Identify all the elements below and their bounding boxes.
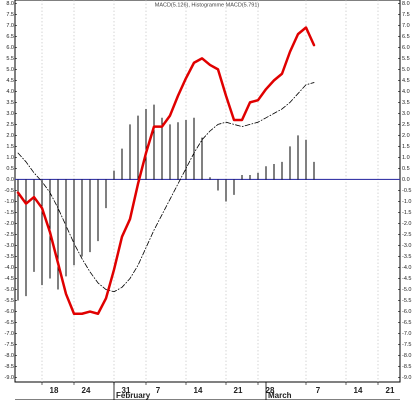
y-tick-label-right: -4.5	[402, 276, 411, 282]
y-tick-label: 7.5	[6, 12, 14, 18]
y-tick-label-right: 0.0	[402, 177, 410, 183]
x-tick-label: 7	[156, 386, 161, 395]
y-tick-label: -5.0	[5, 287, 14, 293]
y-tick-label: -7.0	[5, 331, 14, 337]
y-tick-label: 4.5	[6, 78, 14, 84]
y-tick-label-right: 5.5	[402, 56, 410, 62]
y-tick-label-right: -4.0	[402, 265, 411, 271]
y-tick-label: 3.5	[6, 100, 14, 106]
x-tick-label: 24	[82, 386, 91, 395]
x-tick-label: 18	[50, 386, 59, 395]
y-tick-label-right: -3.0	[402, 243, 411, 249]
y-tick-label-right: -2.5	[402, 232, 411, 238]
plot-frame	[14, 0, 401, 383]
y-tick-label-right: 3.0	[402, 111, 410, 117]
y-tick-label: 6.5	[6, 34, 14, 40]
y-tick-label-right: 4.0	[402, 89, 410, 95]
y-tick-label: -2.5	[5, 232, 14, 238]
x-tick-label: 21	[386, 386, 395, 395]
x-tick-label: 14	[354, 386, 363, 395]
y-tick-label: 3.0	[6, 111, 14, 117]
y-tick-label-right: -6.5	[402, 320, 411, 326]
y-tick-label: 5.5	[6, 56, 14, 62]
y-tick-label: 8.0	[6, 1, 14, 7]
y-tick-label-right: 5.0	[402, 67, 410, 73]
y-tick-label-right: 4.5	[402, 78, 410, 84]
y-tick-label-right: -1.0	[402, 199, 411, 205]
y-tick-label: -2.0	[5, 221, 14, 227]
y-tick-label-right: 1.0	[402, 155, 410, 161]
y-tick-label: 0.0	[6, 177, 14, 183]
month-label: March	[268, 391, 292, 400]
x-tick-label: 7	[316, 386, 321, 395]
y-tick-label-right: -3.5	[402, 254, 411, 260]
y-tick-label: -3.5	[5, 254, 14, 260]
macd-line	[16, 26, 316, 315]
y-tick-label: 0.5	[6, 166, 14, 172]
y-tick-label-right: 0.5	[402, 166, 410, 172]
y-tick-label-right: 1.5	[402, 144, 410, 150]
x-tick-label: 31	[122, 386, 131, 395]
y-tick-label-right: 2.0	[402, 133, 410, 139]
y-tick-label-right: -1.5	[402, 210, 411, 216]
y-tick-label-right: -5.5	[402, 298, 411, 304]
x-tick-label: 14	[194, 386, 203, 395]
y-tick-label-right: -7.5	[402, 342, 411, 348]
y-tick-label: -8.0	[5, 353, 14, 359]
y-tick-label-right: 7.0	[402, 23, 410, 29]
y-tick-label: -5.5	[5, 298, 14, 304]
y-tick-label-right: -2.0	[402, 221, 411, 227]
y-tick-label: -9.0	[5, 375, 14, 381]
y-tick-label-right: 8.0	[402, 1, 410, 7]
y-tick-label-right: 3.5	[402, 100, 410, 106]
y-tick-label: 2.0	[6, 133, 14, 139]
x-tick-label: 28	[266, 386, 275, 395]
y-tick-label: 6.0	[6, 45, 14, 51]
y-tick-label: 1.0	[6, 155, 14, 161]
y-tick-label-right: -5.0	[402, 287, 411, 293]
y-tick-label-right: 7.5	[402, 12, 410, 18]
chart-title: MACD(5.126), Histogramme MACD(5.791)	[155, 2, 260, 8]
signal-line	[17, 82, 315, 293]
y-tick-label: -4.0	[5, 265, 14, 271]
y-tick-label: 1.5	[6, 144, 14, 150]
y-tick-label-right: 6.0	[402, 45, 410, 51]
y-tick-label-right: -0.5	[402, 188, 411, 194]
y-tick-label-right: -9.0	[402, 375, 411, 381]
y-tick-label: 4.0	[6, 89, 14, 95]
y-tick-label: -6.0	[5, 309, 14, 315]
y-tick-label-right: 6.5	[402, 34, 410, 40]
y-tick-label: 7.0	[6, 23, 14, 29]
y-tick-label: -7.5	[5, 342, 14, 348]
y-tick-label: -6.5	[5, 320, 14, 326]
y-tick-label-right: -8.5	[402, 364, 411, 370]
y-tick-label-right: 2.5	[402, 122, 410, 128]
y-tick-label: -8.5	[5, 364, 14, 370]
y-tick-label: -4.5	[5, 276, 14, 282]
y-tick-label: -1.0	[5, 199, 14, 205]
y-tick-label-right: -7.0	[402, 331, 411, 337]
y-tick-label: -3.0	[5, 243, 14, 249]
y-tick-label-right: -6.0	[402, 309, 411, 315]
month-label: February	[116, 391, 151, 400]
x-tick-label: 21	[234, 386, 243, 395]
y-tick-label: -0.5	[5, 188, 14, 194]
y-tick-label: -1.5	[5, 210, 14, 216]
y-tick-label: 2.5	[6, 122, 14, 128]
y-tick-label: 5.0	[6, 67, 14, 73]
y-tick-label-right: -8.0	[402, 353, 411, 359]
